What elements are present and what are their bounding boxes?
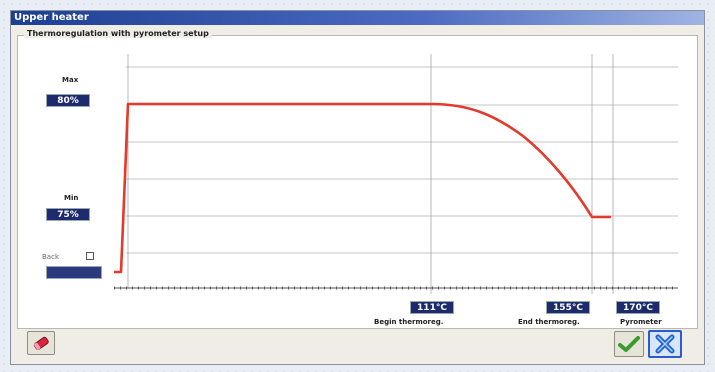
begin-thermoreg-label: Begin thermoreg. [374, 318, 444, 326]
window-title: Upper heater [11, 11, 704, 25]
ok-button[interactable] [614, 331, 644, 357]
end-thermoreg-label: End thermoreg. [518, 318, 580, 326]
temperature-curve-plot [114, 54, 678, 294]
back-checkbox[interactable] [86, 252, 94, 260]
min-label: Min [64, 194, 79, 202]
close-icon [655, 334, 675, 354]
upper-heater-window: Upper heater Thermoregulation with pyrom… [10, 10, 705, 365]
back-value-field[interactable] [46, 266, 102, 279]
heater-curve [114, 102, 611, 274]
pyrometer-label: Pyrometer [620, 318, 662, 326]
min-value-field[interactable]: 75% [46, 208, 90, 221]
clear-button[interactable] [27, 331, 55, 355]
max-value-field[interactable]: 80% [46, 94, 90, 107]
begin-thermoreg-value[interactable]: 111°C [410, 301, 454, 314]
back-label: Back [42, 253, 59, 261]
thermoregulation-panel: Thermoregulation with pyrometer setup [17, 29, 698, 329]
max-label: Max [62, 76, 79, 84]
cancel-button[interactable] [648, 330, 682, 358]
pyrometer-value[interactable]: 170°C [616, 301, 660, 314]
panel-title: Thermoregulation with pyrometer setup [24, 29, 212, 38]
eraser-icon [33, 336, 49, 351]
checkmark-icon [618, 336, 640, 352]
end-thermoreg-value[interactable]: 155°C [546, 301, 590, 314]
